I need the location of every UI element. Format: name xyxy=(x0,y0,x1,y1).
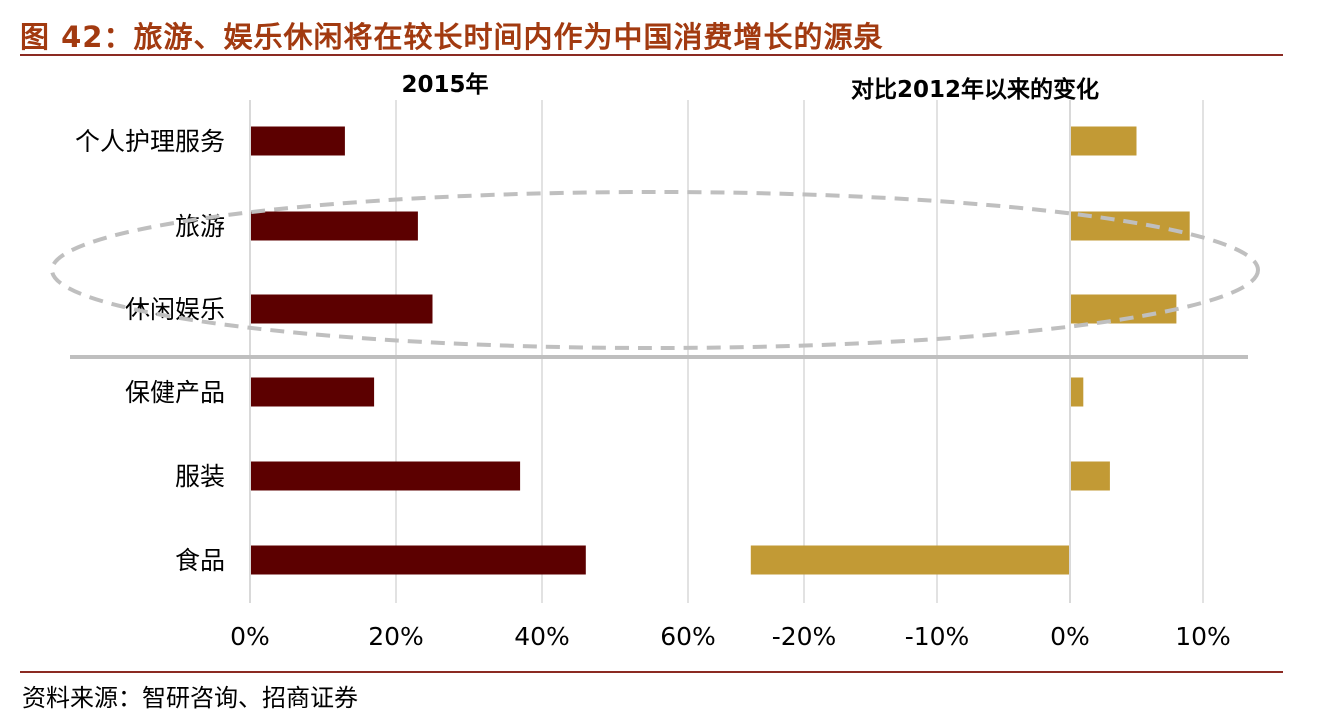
bar-2015 xyxy=(250,211,418,241)
source-rule xyxy=(20,671,1283,673)
highlight-ellipse xyxy=(50,190,1260,350)
figure-title: 图 42：旅游、娱乐休闲将在较长时间内作为中国消费增长的源泉 xyxy=(20,20,884,54)
x-tick-label: 0% xyxy=(1050,622,1090,651)
source-note: 资料来源：智研咨询、招商证券 xyxy=(22,684,358,712)
title-rule xyxy=(20,54,1283,56)
bar-2015 xyxy=(250,294,433,324)
panel-title: 2015年 xyxy=(401,71,488,98)
category-label: 保健产品 xyxy=(125,378,225,407)
x-tick-label: -20% xyxy=(772,622,837,651)
x-tick-label: 20% xyxy=(368,622,424,651)
category-label: 食品 xyxy=(175,546,225,575)
panel-title: 对比2012年以来的变化 xyxy=(851,76,1099,103)
bar-2015 xyxy=(250,126,345,156)
x-tick-label: 10% xyxy=(1175,622,1231,651)
bar-change xyxy=(1070,126,1137,156)
bar-2015 xyxy=(250,377,375,407)
x-tick-label: 40% xyxy=(514,622,570,651)
x-tick-label: 0% xyxy=(230,622,270,651)
x-tick-label: -10% xyxy=(905,622,970,651)
bar-change xyxy=(750,545,1070,575)
category-label: 服装 xyxy=(175,462,225,491)
bar-change xyxy=(1070,461,1110,491)
bar-2015 xyxy=(250,461,521,491)
category-label: 个人护理服务 xyxy=(75,127,225,156)
bar-2015 xyxy=(250,545,586,575)
bar-change xyxy=(1070,377,1084,407)
x-tick-label: 60% xyxy=(660,622,716,651)
